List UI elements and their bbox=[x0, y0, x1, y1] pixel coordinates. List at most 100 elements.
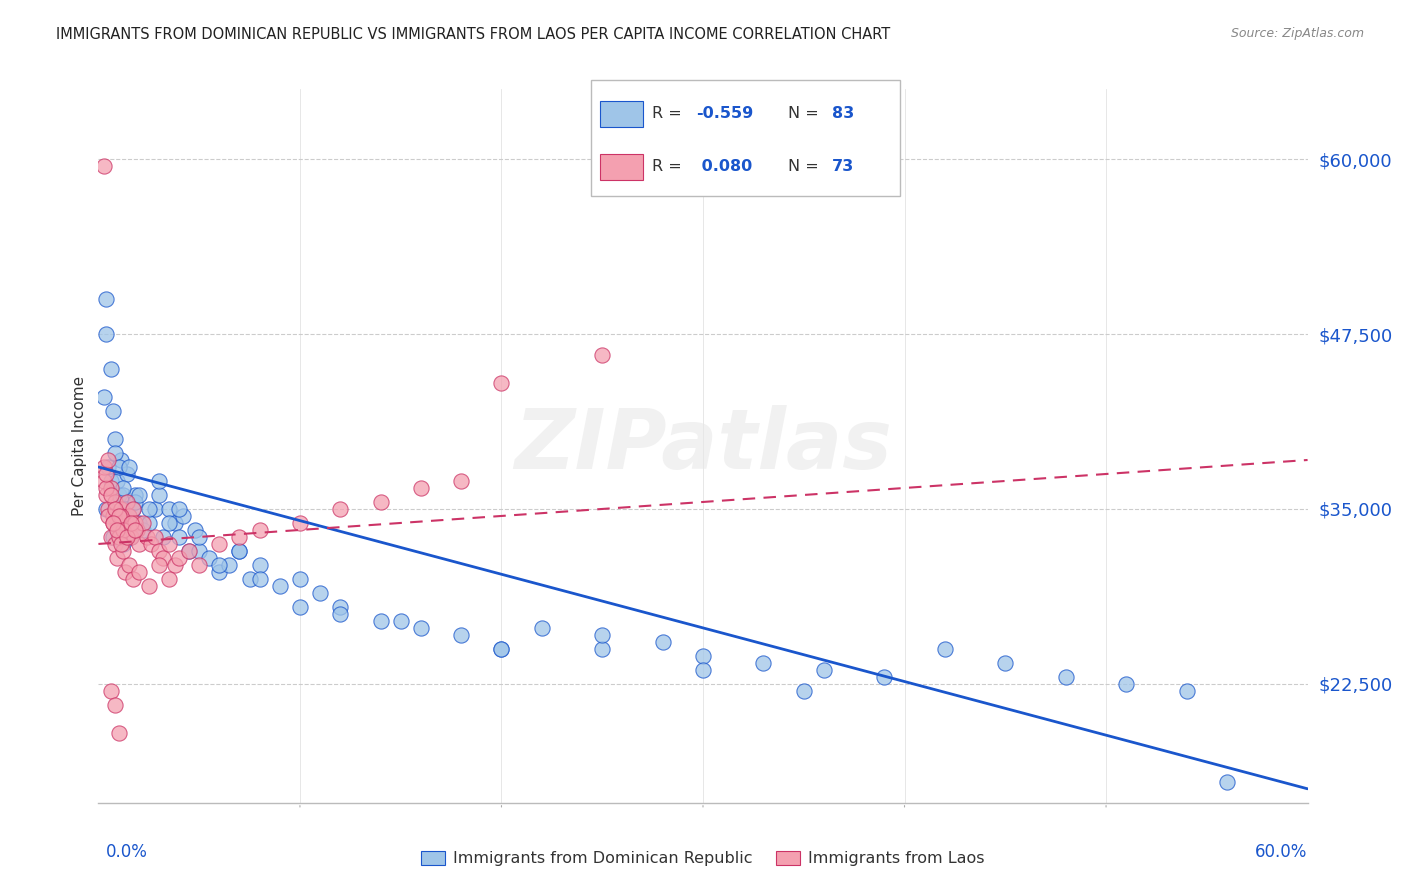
Point bbox=[107, 508, 129, 523]
Point bbox=[329, 599, 352, 614]
Point bbox=[288, 572, 311, 586]
Point bbox=[309, 586, 332, 600]
Point bbox=[143, 502, 166, 516]
Point bbox=[491, 641, 513, 656]
Point bbox=[163, 558, 186, 572]
Point bbox=[111, 516, 134, 530]
Point bbox=[101, 404, 124, 418]
Point bbox=[107, 726, 129, 740]
Point bbox=[105, 523, 128, 537]
Point bbox=[491, 376, 513, 390]
Point bbox=[167, 550, 190, 565]
Point bbox=[107, 530, 129, 544]
Point bbox=[208, 537, 231, 551]
Point bbox=[107, 488, 129, 502]
Point bbox=[269, 579, 291, 593]
Point bbox=[450, 628, 472, 642]
Text: ZIPatlas: ZIPatlas bbox=[515, 406, 891, 486]
Point bbox=[591, 641, 613, 656]
Point bbox=[93, 390, 115, 404]
Point bbox=[128, 565, 150, 579]
Point bbox=[148, 488, 170, 502]
Point bbox=[96, 481, 118, 495]
Point bbox=[103, 446, 125, 460]
Point bbox=[752, 656, 775, 670]
Text: -0.559: -0.559 bbox=[696, 106, 754, 121]
Point bbox=[934, 641, 956, 656]
Point bbox=[329, 607, 352, 621]
Text: R =: R = bbox=[652, 106, 688, 121]
Point bbox=[163, 516, 186, 530]
Text: 0.080: 0.080 bbox=[696, 159, 752, 174]
Point bbox=[208, 558, 231, 572]
Point bbox=[100, 684, 122, 698]
Point bbox=[167, 502, 190, 516]
Point bbox=[329, 502, 352, 516]
Point bbox=[124, 488, 146, 502]
Point bbox=[692, 663, 714, 677]
Point bbox=[198, 550, 221, 565]
Point bbox=[115, 530, 138, 544]
Point bbox=[148, 544, 170, 558]
Point bbox=[96, 467, 118, 481]
Point bbox=[179, 544, 201, 558]
Point bbox=[288, 516, 311, 530]
FancyBboxPatch shape bbox=[600, 154, 643, 180]
Point bbox=[121, 572, 143, 586]
Point bbox=[100, 474, 122, 488]
Point bbox=[96, 488, 118, 502]
Point bbox=[103, 698, 125, 712]
Point bbox=[239, 572, 262, 586]
Point bbox=[111, 481, 134, 495]
Point bbox=[111, 523, 134, 537]
Point bbox=[409, 621, 432, 635]
Point bbox=[188, 544, 211, 558]
Point bbox=[96, 502, 118, 516]
Text: IMMIGRANTS FROM DOMINICAN REPUBLIC VS IMMIGRANTS FROM LAOS PER CAPITA INCOME COR: IMMIGRANTS FROM DOMINICAN REPUBLIC VS IM… bbox=[56, 27, 890, 42]
Point bbox=[110, 502, 132, 516]
Text: R =: R = bbox=[652, 159, 688, 174]
Point bbox=[115, 467, 138, 481]
Point bbox=[120, 516, 142, 530]
Point bbox=[450, 474, 472, 488]
Point bbox=[103, 502, 125, 516]
Point bbox=[1054, 670, 1077, 684]
Point bbox=[132, 516, 155, 530]
Point bbox=[135, 530, 157, 544]
Point bbox=[692, 648, 714, 663]
Point bbox=[124, 523, 146, 537]
Point bbox=[93, 460, 115, 475]
Point bbox=[110, 508, 132, 523]
Point bbox=[105, 508, 128, 523]
Point bbox=[100, 481, 122, 495]
Point bbox=[118, 460, 141, 475]
Point bbox=[110, 453, 132, 467]
Point bbox=[105, 516, 128, 530]
Point bbox=[93, 474, 115, 488]
Point bbox=[125, 523, 148, 537]
Y-axis label: Per Capita Income: Per Capita Income bbox=[72, 376, 87, 516]
Point bbox=[103, 537, 125, 551]
Point bbox=[249, 523, 271, 537]
Point bbox=[101, 530, 124, 544]
Point bbox=[100, 362, 122, 376]
Point bbox=[143, 530, 166, 544]
Point bbox=[111, 488, 134, 502]
Point bbox=[218, 558, 240, 572]
Point bbox=[103, 432, 125, 446]
Point bbox=[107, 523, 129, 537]
Text: N =: N = bbox=[789, 159, 824, 174]
Point bbox=[114, 565, 136, 579]
Point bbox=[121, 502, 143, 516]
Point bbox=[167, 530, 190, 544]
Point bbox=[138, 579, 160, 593]
Point bbox=[873, 670, 896, 684]
Point bbox=[101, 516, 124, 530]
Point bbox=[101, 508, 124, 523]
Point bbox=[188, 530, 211, 544]
Point bbox=[114, 530, 136, 544]
Point bbox=[105, 550, 128, 565]
Point bbox=[370, 614, 392, 628]
Point bbox=[107, 460, 129, 475]
Point bbox=[172, 508, 194, 523]
